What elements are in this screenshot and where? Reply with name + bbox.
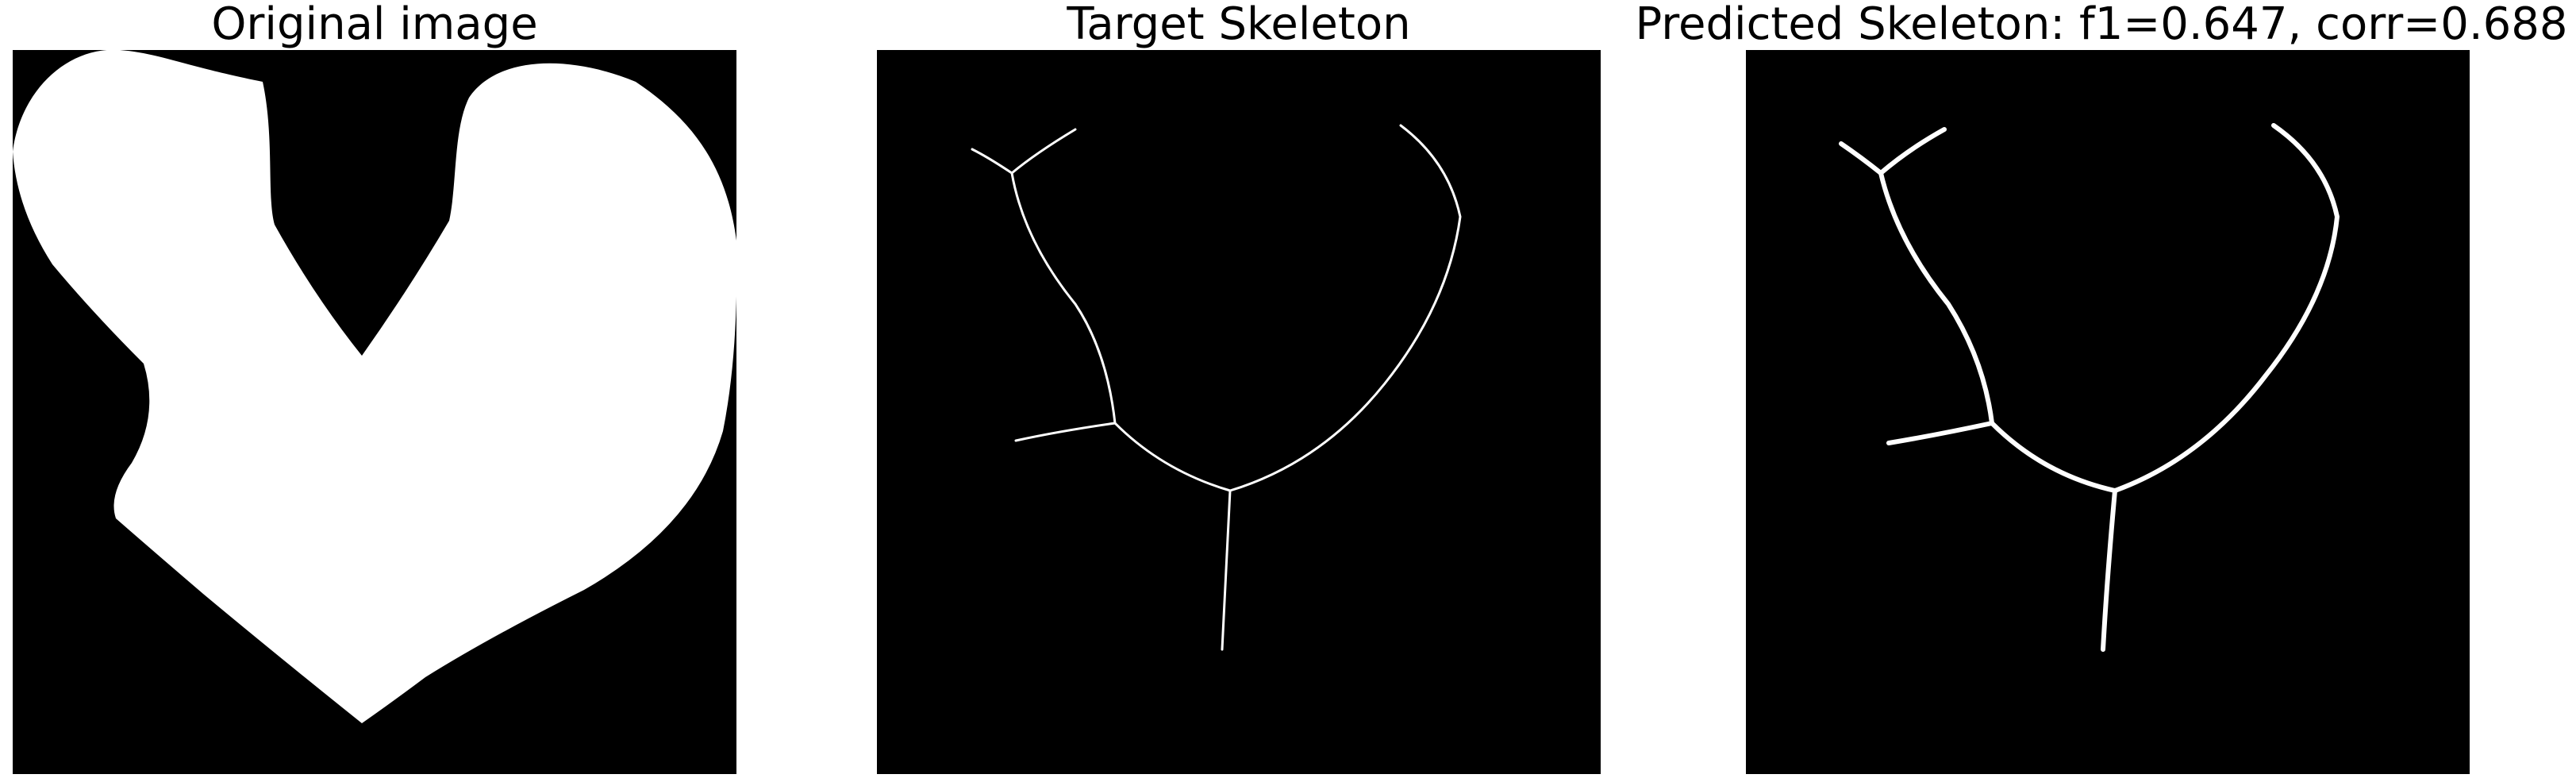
predicted-skeleton-panel (1746, 50, 2470, 774)
skeleton-branch-left-spine (1010, 171, 1117, 425)
original-image-title: Original image (211, 0, 538, 50)
predicted-skeleton-title: Predicted Skeleton: f1=0.647, corr=0.688 (1635, 0, 2568, 50)
skeleton-branch-stem (2101, 488, 2117, 652)
predicted-skeleton-canvas (1746, 50, 2470, 774)
skeleton-branch-top-left-a (1839, 141, 1883, 175)
skeleton-branch-right-arc (1228, 124, 1462, 492)
target-skeleton-title: Target Skeleton (1067, 0, 1411, 50)
skeleton-branch-center-join (1990, 421, 2117, 493)
skeleton-branch-center-join (1113, 422, 1232, 492)
target-skeleton-panel (877, 50, 1601, 774)
original-image-canvas (13, 50, 736, 774)
original-image-panel (13, 50, 736, 774)
skeleton-branch-stem (1221, 489, 1232, 651)
target-skeleton-canvas (877, 50, 1601, 774)
skeleton-branch-right-arc (2113, 123, 2340, 493)
heart-shape (13, 50, 736, 723)
skeleton-branch-left-spur (1014, 422, 1117, 442)
skeleton-branch-top-left-a (971, 148, 1013, 175)
skeleton-branch-top-left-b (1010, 128, 1077, 175)
skeleton-branch-top-left-b (1878, 127, 1947, 175)
skeleton-branch-left-spine (1878, 171, 1994, 426)
skeleton-branch-left-spur (1886, 421, 1994, 445)
